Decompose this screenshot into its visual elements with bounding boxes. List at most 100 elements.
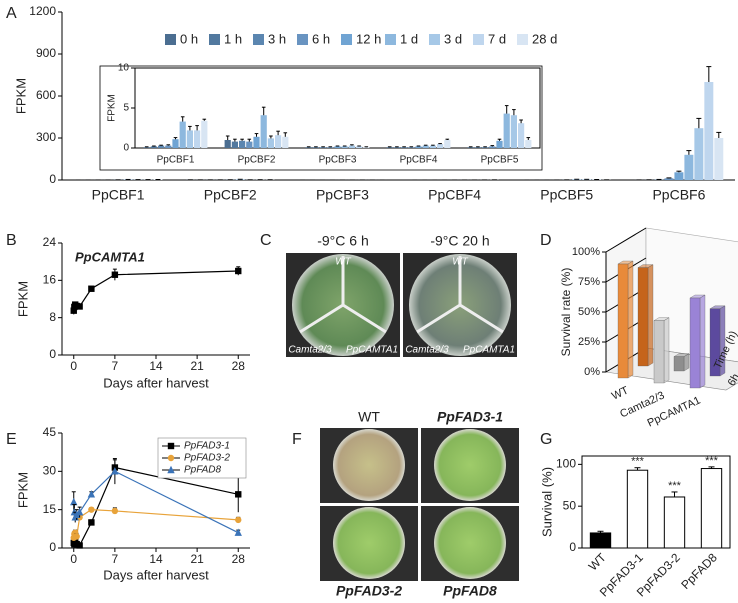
bar bbox=[489, 146, 496, 148]
bar bbox=[496, 140, 503, 148]
y-tick-label: 100 bbox=[556, 457, 576, 471]
y-tick-label: 16 bbox=[43, 273, 57, 287]
bar bbox=[429, 145, 436, 148]
x-tick-label: 14 bbox=[149, 359, 163, 373]
y-tick-label: 100% bbox=[572, 246, 600, 258]
photo-label: PpFAD3-1 bbox=[437, 409, 503, 425]
legend-label: 6 h bbox=[312, 31, 330, 46]
x-tick-label: 28 bbox=[232, 552, 246, 566]
panel-label: A bbox=[6, 5, 17, 22]
marker bbox=[167, 465, 175, 474]
bar bbox=[589, 532, 612, 549]
bar bbox=[260, 115, 267, 148]
legend-label: 7 d bbox=[488, 31, 506, 46]
bar bbox=[253, 136, 260, 148]
x-tick-label: PpFAD8 bbox=[678, 550, 720, 592]
bar bbox=[664, 178, 674, 180]
marker bbox=[167, 442, 175, 450]
bar bbox=[224, 140, 231, 148]
y-tick-label: 50 bbox=[563, 498, 577, 512]
bar bbox=[239, 140, 246, 148]
x-tick-label: 14 bbox=[149, 552, 163, 566]
marker bbox=[234, 528, 242, 536]
bar bbox=[231, 141, 238, 148]
marker bbox=[167, 454, 175, 462]
legend-swatch bbox=[209, 34, 220, 45]
marker bbox=[88, 506, 95, 513]
bar bbox=[637, 267, 649, 367]
x-tick-label: PpCBF5 bbox=[481, 155, 519, 166]
y-axis-label: Survival (%) bbox=[539, 467, 554, 537]
x-tick-label: 0 bbox=[70, 552, 77, 566]
legend-label: 0 h bbox=[180, 31, 198, 46]
bar bbox=[510, 115, 517, 148]
legend-label: 3 h bbox=[268, 31, 286, 46]
bar bbox=[341, 146, 348, 148]
marker bbox=[235, 491, 242, 498]
y-tick-label: 1200 bbox=[29, 4, 56, 18]
photo-title: -9°C 20 h bbox=[430, 233, 489, 249]
x-tick-label: PpCBF2 bbox=[204, 187, 257, 203]
bar bbox=[408, 147, 415, 148]
legend-label: PpFAD8 bbox=[184, 465, 221, 476]
bar bbox=[474, 147, 481, 148]
x-tick-label: 28 bbox=[232, 359, 246, 373]
photo-label: Camta2/3 bbox=[288, 345, 332, 356]
series-line bbox=[73, 509, 239, 539]
bar bbox=[320, 147, 327, 148]
frame bbox=[581, 455, 731, 549]
panel-label: B bbox=[6, 232, 17, 249]
annotation: *** bbox=[668, 480, 682, 492]
bar bbox=[704, 82, 714, 180]
bar bbox=[143, 147, 150, 148]
legend-swatch bbox=[253, 34, 264, 45]
plate bbox=[434, 507, 506, 579]
marker bbox=[111, 467, 119, 475]
series-line bbox=[73, 470, 239, 534]
bar bbox=[444, 140, 451, 148]
y-tick-label: 50% bbox=[578, 306, 600, 318]
y-tick-label: 0 bbox=[123, 143, 129, 154]
x-tick-label: PpCBF4 bbox=[400, 155, 438, 166]
x-tick-label: 7 bbox=[112, 552, 119, 566]
y-tick-label: 15 bbox=[43, 502, 57, 516]
bar bbox=[172, 139, 179, 148]
legend-swatch bbox=[517, 34, 528, 45]
y-tick-label: 45 bbox=[43, 425, 57, 439]
x-axis-label: Days after harvest bbox=[103, 567, 209, 582]
x-tick-label: PpCBF6 bbox=[652, 187, 705, 203]
x-tick-label: PpCBF1 bbox=[157, 155, 195, 166]
legend-swatch bbox=[297, 34, 308, 45]
bar bbox=[386, 147, 393, 148]
marker bbox=[70, 307, 77, 314]
y-tick-label: 8 bbox=[49, 310, 56, 324]
marker bbox=[75, 508, 84, 516]
legend-swatch bbox=[341, 34, 352, 45]
x-tick-label: PpCBF4 bbox=[428, 187, 481, 203]
photo-c: -9°C 6 h -9°C 20 h WT Camta2/3 PpCAMTA1 … bbox=[286, 233, 517, 357]
marker bbox=[88, 519, 95, 526]
bar bbox=[158, 145, 165, 148]
panel-label: E bbox=[6, 431, 17, 448]
plate bbox=[434, 429, 506, 501]
bar bbox=[393, 147, 400, 148]
marker bbox=[87, 490, 96, 498]
marker bbox=[235, 267, 242, 275]
bar bbox=[348, 145, 355, 148]
x-tick-label: 21 bbox=[190, 552, 204, 566]
y-tick-label: 600 bbox=[36, 88, 56, 102]
x-tick-label: 7 bbox=[112, 359, 119, 373]
legend-swatch bbox=[473, 34, 484, 45]
legend-label: 3 d bbox=[444, 31, 462, 46]
legend-label: PpFAD3-2 bbox=[184, 453, 230, 464]
x-tick-label: WT bbox=[586, 550, 610, 574]
bar bbox=[186, 130, 193, 148]
bar bbox=[401, 147, 408, 148]
y-tick-label: 75% bbox=[578, 276, 600, 288]
y-tick-label: 5 bbox=[123, 103, 129, 114]
series-line bbox=[73, 270, 239, 311]
photo-label: PpCAMTA1 bbox=[346, 345, 398, 356]
bar bbox=[674, 172, 684, 180]
marker bbox=[111, 507, 119, 515]
bar bbox=[626, 469, 649, 549]
